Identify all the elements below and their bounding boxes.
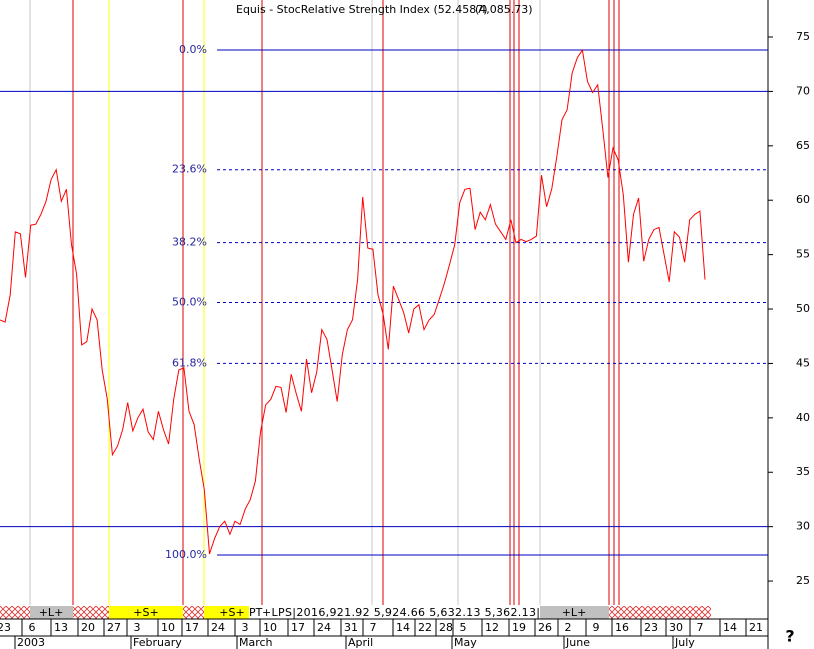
signal-label: PT: [249, 606, 263, 619]
y-tick-label: 35: [796, 465, 810, 478]
x-tick-label: 24: [211, 621, 225, 634]
x-tick-label: 7: [370, 621, 377, 634]
month-label: July: [674, 636, 695, 649]
x-tick-label: 30: [669, 621, 683, 634]
x-tick-label: 10: [263, 621, 277, 634]
x-tick-label: 10: [161, 621, 175, 634]
x-tick-label: 22: [418, 621, 432, 634]
y-tick-label: 75: [796, 30, 810, 43]
help-icon[interactable]: ?: [785, 627, 794, 646]
y-tick-label: 60: [796, 193, 810, 206]
y-tick-label: 50: [796, 302, 810, 315]
x-tick-label: 3: [134, 621, 141, 634]
x-tick-label: 23: [644, 621, 658, 634]
fib-label: 38.2%: [172, 236, 207, 249]
chart-subtitle: (4,085.73): [475, 3, 533, 16]
signal-label: +S+: [133, 606, 158, 619]
fib-label: 100.0%: [165, 548, 207, 561]
x-tick-label: 16: [615, 621, 629, 634]
x-tick-label: 20: [81, 621, 95, 634]
x-tick-label: 14: [396, 621, 410, 634]
fib-label: 61.8%: [172, 356, 207, 369]
month-label: February: [133, 636, 182, 649]
rsi-line: [0, 48, 706, 555]
x-tick-label: 28: [439, 621, 453, 634]
chart-title: Equis - StocRelative Strength Index (52.…: [236, 3, 488, 16]
month-label: April: [348, 636, 373, 649]
fib-label: 23.6%: [172, 163, 207, 176]
y-tick-label: 70: [796, 84, 810, 97]
fib-label: 50.0%: [172, 296, 207, 309]
y-tick-label: 45: [796, 356, 810, 369]
x-tick-label: 6: [29, 621, 36, 634]
fib-label: 0.0%: [179, 43, 207, 56]
x-tick-label: 19: [512, 621, 526, 634]
signal-label: +S+: [219, 606, 244, 619]
month-label: May: [454, 636, 477, 649]
x-tick-label: 24: [317, 621, 331, 634]
x-tick-label: 31: [344, 621, 358, 634]
month-label: March: [239, 636, 273, 649]
signal-bar: +L+ +S+ +S+ PT +LPS|2016,921.92 5,924.66…: [0, 606, 768, 619]
x-tick-label: 2: [565, 621, 572, 634]
signal-label: +LPS|2016,921.92 5,924.66 5,632.13 5,362…: [262, 606, 540, 619]
month-label: 2003: [17, 636, 45, 649]
y-tick-label: 55: [796, 248, 810, 261]
x-tick-label: 7: [697, 621, 704, 634]
x-tick-label: 3: [242, 621, 249, 634]
x-tick-label: 27: [107, 621, 121, 634]
x-tick-label: 12: [485, 621, 499, 634]
x-tick-label: 5: [460, 621, 467, 634]
x-tick-label: 17: [185, 621, 199, 634]
x-tick-label: 26: [538, 621, 552, 634]
x-tick-label: 21: [749, 621, 763, 634]
signal-label: +L+: [39, 606, 64, 619]
signal-label: +L+: [562, 606, 587, 619]
x-tick-label: 14: [723, 621, 737, 634]
y-tick-label: 25: [796, 574, 810, 587]
y-tick-label: 65: [796, 139, 810, 152]
y-tick-label: 40: [796, 411, 810, 424]
y-tick-label: 30: [796, 520, 810, 533]
x-tick-label: 9: [593, 621, 600, 634]
x-tick-label: 13: [54, 621, 68, 634]
x-tick-label: 17: [291, 621, 305, 634]
x-tick-label: 23: [0, 621, 11, 634]
month-label: June: [565, 636, 590, 649]
